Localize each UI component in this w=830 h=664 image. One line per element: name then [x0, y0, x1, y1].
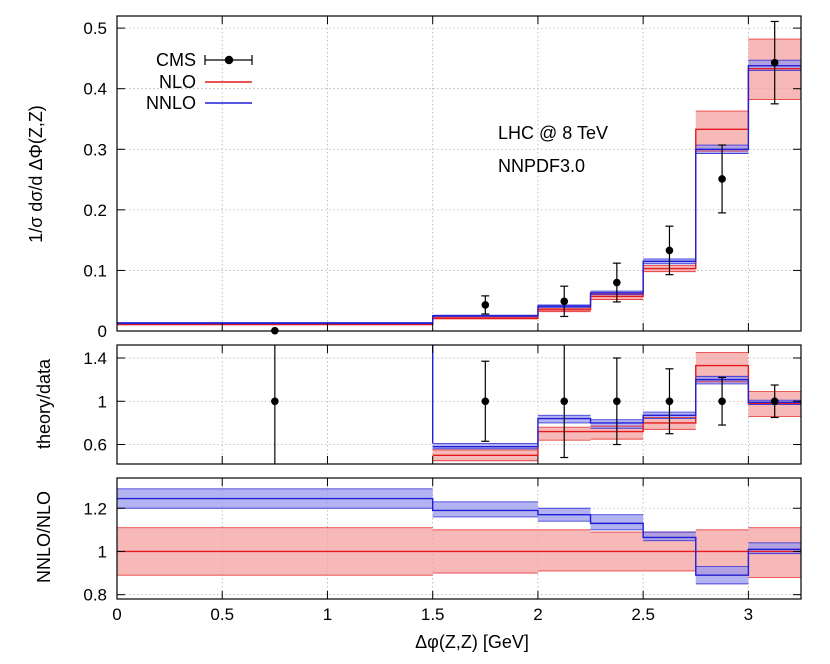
ratio-nlo-y-axis-title: NNLO/NLO — [34, 491, 54, 583]
main-y-tick-label: 0.3 — [83, 140, 107, 159]
main-data-point — [665, 246, 674, 255]
ratio-nlo-y-tick-label: 1 — [98, 542, 107, 561]
main-nlo-central-line — [117, 68, 801, 326]
main-y-axis-title: 1/σ dσ/d ΔΦ(Z,Z) — [26, 105, 46, 243]
x-axis-title: Δφ(Z,Z) [GeV] — [415, 632, 529, 652]
ratio-data-data-point — [718, 397, 726, 406]
legend-marker-cms — [204, 55, 253, 65]
main-data-point — [770, 58, 779, 67]
ratio-data-frame — [116, 344, 802, 465]
ratio-nlo-y-tick-label: 0.8 — [83, 586, 107, 605]
legend-label-nnlo: NNLO — [146, 93, 196, 113]
ratio-data-data-point — [770, 397, 779, 406]
ratio-data-data-point — [560, 397, 569, 406]
x-tick-label: 0.5 — [210, 605, 234, 624]
ratio-nlo-nlo-band — [537, 529, 591, 571]
legend-label-cms: CMS — [156, 50, 196, 70]
ratio-data-y-tick-label: 1.4 — [83, 349, 107, 368]
ratio-data-y-tick-label: 1 — [98, 392, 107, 411]
annotation-pdf: NNPDF3.0 — [498, 156, 585, 176]
ratio-nlo-nnlo-band — [590, 514, 644, 530]
main-y-tick-label: 0.5 — [83, 19, 107, 38]
ratio-data-data-point — [271, 397, 279, 406]
legend-label-nlo: NLO — [159, 72, 196, 92]
x-tick-label: 0 — [112, 605, 121, 624]
x-tick-label: 2 — [533, 605, 542, 624]
ratio-nlo-nnlo-band — [643, 532, 696, 541]
tick-layer: 0 0.1 0.2 0.3 0.4 0.5 0.6 1 1.4 0 0.5 1 1.5 2 2.5 3 0.8 1… — [83, 16, 801, 624]
ratio-nlo-nnlo-central-line — [117, 497, 801, 576]
legend: CMS NLO NNLO — [146, 50, 253, 113]
ratio-nlo-y-tick-label: 1.2 — [83, 499, 107, 518]
ratio-data-data-point — [613, 397, 621, 406]
main-data-point — [481, 301, 490, 309]
main-nlo-band — [695, 111, 749, 152]
x-tick-label: 3 — [744, 605, 753, 624]
ratio-data-y-axis-title: theory/data — [34, 358, 54, 449]
x-tick-label: 1.5 — [421, 605, 445, 624]
main-data-point — [718, 175, 726, 183]
main-y-tick-label: 0.4 — [83, 80, 107, 99]
annotation-energy: LHC @ 8 TeV — [498, 123, 608, 143]
main-data-point — [560, 297, 569, 306]
main-y-tick-label: 0.1 — [83, 261, 107, 280]
ratio-nlo-nnlo-band — [432, 501, 538, 517]
ratio-data-y-tick-label: 0.6 — [83, 436, 107, 455]
main-y-tick-label: 0.2 — [83, 201, 107, 220]
ratio-data-data-point — [665, 397, 674, 406]
ratio-nlo-frame — [116, 477, 802, 600]
data-layer — [270, 20, 779, 464]
main-nnlo-central-line — [117, 64, 801, 324]
ratio-data-data-point — [481, 397, 490, 406]
main-frame — [116, 15, 802, 332]
x-tick-label: 2.5 — [631, 605, 655, 624]
x-tick-label: 1 — [323, 605, 332, 624]
ratio-data-nnlo-central-line — [432, 378, 801, 448]
main-data-point — [613, 278, 621, 287]
frame-layer — [116, 15, 802, 600]
ratio-nlo-nnlo-band — [748, 542, 801, 554]
main-y-tick-label: 0 — [98, 322, 107, 341]
